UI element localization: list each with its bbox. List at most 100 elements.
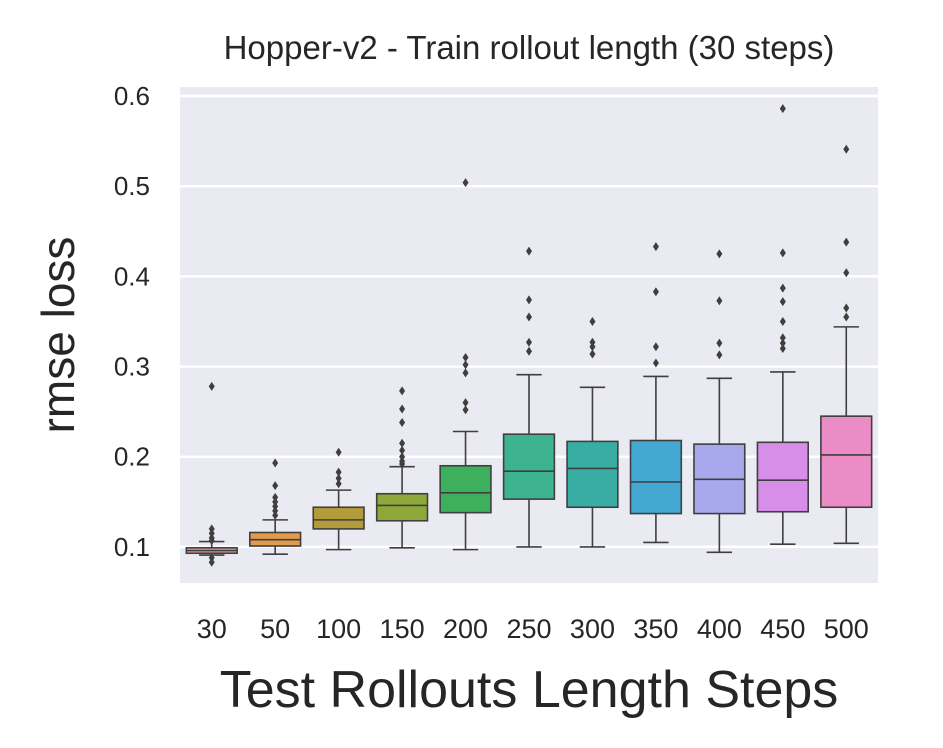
y-axis-label: rmse loss: [32, 237, 84, 434]
outlier-point: [779, 283, 786, 293]
box-body: [502, 433, 556, 500]
outlier-point: [335, 479, 342, 489]
outlier-point: [208, 528, 215, 538]
outlier-point: [399, 452, 406, 462]
outlier-point: [272, 481, 279, 491]
outlier-point: [208, 524, 215, 534]
x-tick-label: 500: [824, 614, 869, 644]
y-tick-label: 0.6: [114, 81, 150, 111]
outlier-point: [843, 237, 850, 247]
box-body: [756, 441, 809, 513]
outlier-point: [272, 506, 279, 516]
x-tick-label: 450: [760, 614, 805, 644]
x-tick-label: 400: [697, 614, 742, 644]
outlier-point: [272, 501, 279, 511]
y-tick-label: 0.5: [114, 171, 150, 201]
outlier-point: [462, 405, 469, 415]
outlier-point: [779, 338, 786, 348]
x-tick-label: 100: [316, 614, 361, 644]
outlier-point: [399, 386, 406, 396]
outlier-point: [779, 344, 786, 354]
outlier-point: [462, 178, 469, 188]
outlier-point: [589, 337, 596, 347]
box-250: [502, 246, 556, 548]
outlier-point: [716, 350, 723, 360]
outlier-point: [526, 312, 532, 322]
box-body: [629, 439, 683, 515]
outlier-point: [779, 333, 786, 343]
outlier-point: [779, 316, 786, 326]
outlier-point: [335, 473, 342, 483]
x-axis-label: Test Rollouts Length Steps: [220, 661, 839, 719]
outlier-point: [843, 268, 850, 278]
outlier-point: [272, 492, 279, 502]
outlier-point: [716, 249, 723, 259]
box-500: [820, 144, 873, 545]
y-tick-label: 0.2: [114, 442, 150, 472]
outlier-point: [589, 316, 596, 326]
y-tick-label: 0.3: [114, 352, 150, 382]
outlier-point: [335, 467, 342, 477]
outlier-point: [652, 287, 659, 297]
outlier-point: [462, 360, 469, 370]
box-30: [185, 381, 238, 567]
outlier-point: [843, 303, 850, 313]
outlier-point: [208, 553, 215, 563]
box-body: [820, 415, 873, 509]
box-400: [693, 249, 746, 554]
outlier-point: [399, 445, 406, 455]
outlier-point: [716, 338, 723, 348]
boxes: [185, 104, 873, 567]
y-tick-label: 0.1: [114, 532, 150, 562]
outlier-point: [208, 381, 215, 391]
y-tick-labels: 0.1 0.2 0.3 0.4 0.5 0.6: [114, 81, 150, 562]
x-tick-label: 150: [380, 614, 425, 644]
x-tick-label: 350: [633, 614, 678, 644]
box-body: [566, 440, 619, 509]
box-body: [375, 492, 429, 522]
outlier-point: [399, 417, 406, 427]
outlier-point: [652, 358, 659, 368]
outlier-point: [462, 368, 469, 378]
x-tick-labels: 30 50 100 150 200 250 300 350 400 450 500: [197, 614, 869, 644]
outlier-point: [462, 353, 469, 363]
box-body: [439, 464, 492, 514]
box-300: [566, 316, 619, 548]
chart-title: Hopper-v2 - Train rollout length (30 ste…: [224, 29, 835, 66]
x-tick-label: 50: [260, 614, 290, 644]
outlier-point: [526, 337, 532, 347]
outlier-point: [779, 248, 786, 258]
box-100: [312, 447, 365, 551]
outlier-point: [399, 459, 406, 469]
box-50: [249, 458, 302, 555]
outlier-point: [589, 342, 596, 352]
outlier-point: [208, 557, 215, 567]
outlier-point: [589, 349, 596, 359]
outlier-point: [272, 497, 279, 507]
outlier-point: [272, 510, 279, 520]
box-200: [439, 178, 492, 551]
outlier-point: [716, 296, 723, 306]
outlier-point: [526, 295, 532, 305]
outlier-point: [399, 404, 406, 414]
outlier-point: [779, 104, 786, 114]
outlier-point: [399, 438, 406, 448]
x-tick-label: 200: [443, 614, 488, 644]
box-body: [312, 506, 365, 530]
outlier-point: [652, 242, 659, 252]
outlier-point: [272, 458, 279, 468]
x-tick-label: 250: [506, 614, 551, 644]
outlier-point: [335, 447, 342, 457]
x-tick-label: 30: [197, 614, 227, 644]
y-tick-label: 0.4: [114, 261, 150, 291]
outlier-point: [843, 312, 850, 322]
outlier-point: [462, 398, 469, 408]
x-tick-label: 300: [570, 614, 615, 644]
box-350: [629, 242, 683, 544]
outlier-point: [208, 536, 215, 546]
box-450: [756, 104, 809, 546]
outlier-point: [779, 297, 786, 307]
outlier-point: [526, 346, 532, 356]
box-150: [375, 386, 429, 549]
